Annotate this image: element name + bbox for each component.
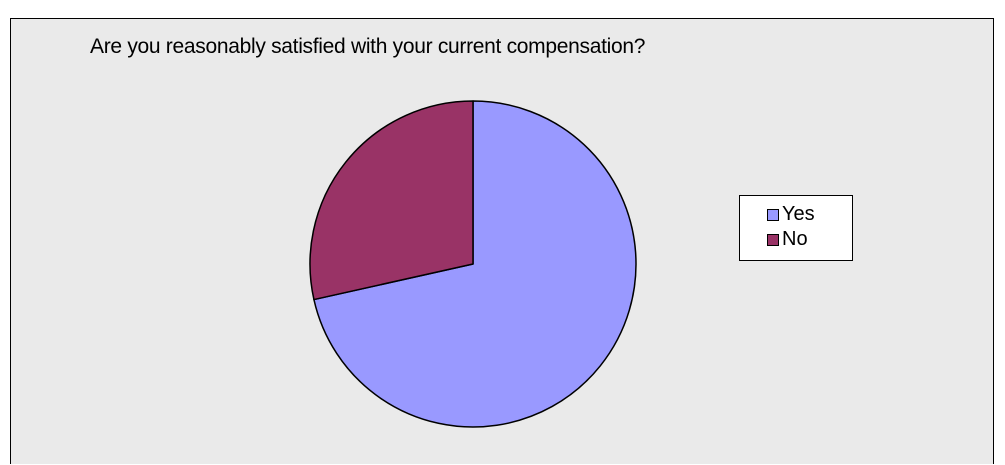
chart-area: Are you reasonably satisfied with your c… xyxy=(10,18,994,464)
legend-label-no: No xyxy=(782,228,808,250)
chart-title: Are you reasonably satisfied with your c… xyxy=(90,35,646,58)
pie-slice-yes xyxy=(313,100,637,428)
pie-chart xyxy=(309,100,637,428)
legend-label-yes: Yes xyxy=(782,203,815,225)
pie-slice-no xyxy=(309,100,474,301)
legend-swatch-no xyxy=(767,233,779,246)
legend: Yes No xyxy=(739,195,853,261)
legend-swatch-yes xyxy=(767,208,779,221)
legend-item-no: No xyxy=(767,227,852,252)
legend-item-yes: Yes xyxy=(767,202,852,227)
